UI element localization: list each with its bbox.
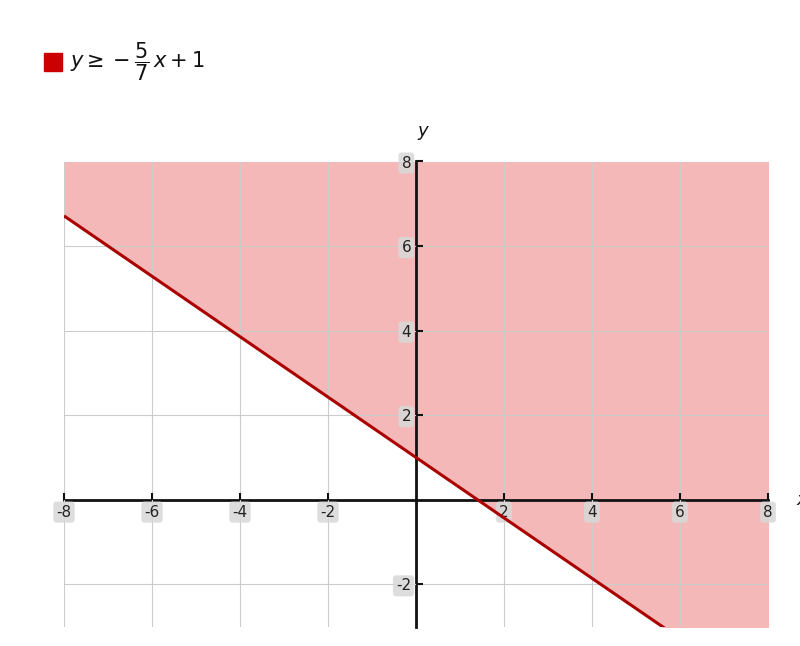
Text: $y\geq -\dfrac{5}{7}\,x+1$: $y\geq -\dfrac{5}{7}\,x+1$	[70, 40, 204, 83]
Text: x: x	[797, 491, 800, 509]
Text: y: y	[418, 122, 428, 140]
